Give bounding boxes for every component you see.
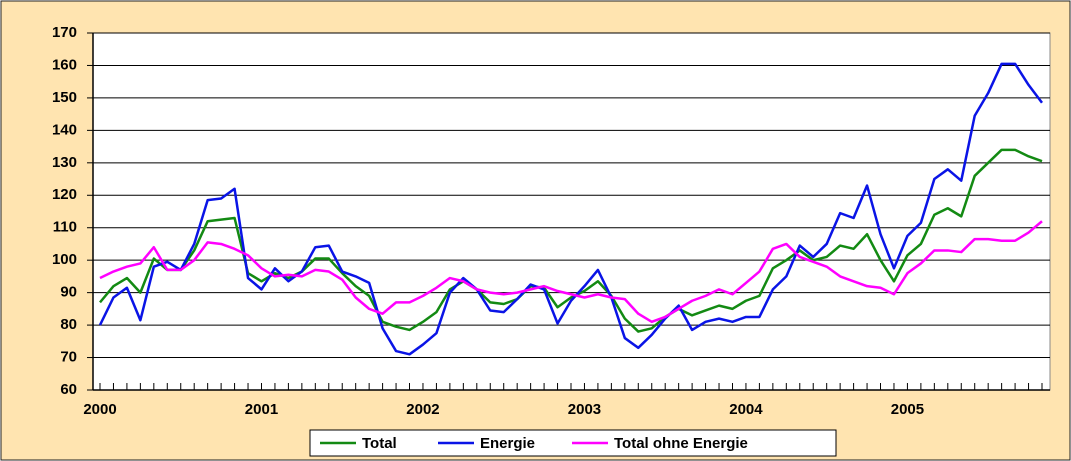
x-tick-label: 2002 xyxy=(406,401,439,418)
x-tick-label: 2004 xyxy=(729,401,763,418)
legend-label: Energie xyxy=(480,435,535,452)
series-line xyxy=(99,220,1043,324)
x-tick-label: 2000 xyxy=(83,401,116,418)
y-tick-label: 110 xyxy=(53,219,77,236)
y-tick-label: 100 xyxy=(52,251,77,268)
y-tick-label: 90 xyxy=(60,284,77,301)
legend-label: Total ohne Energie xyxy=(614,435,748,452)
legend-label: Total xyxy=(362,435,397,452)
y-tick-label: 120 xyxy=(52,186,77,203)
x-tick-label: 2005 xyxy=(891,401,924,418)
x-tick-label: 2001 xyxy=(245,401,278,418)
plot-area xyxy=(92,32,1051,391)
x-tick-label: 2003 xyxy=(568,401,601,418)
series-line xyxy=(99,148,1043,333)
y-tick-label: 60 xyxy=(60,381,77,398)
series-line xyxy=(98,62,1043,356)
y-tick-label: 80 xyxy=(60,316,77,333)
y-tick-label: 160 xyxy=(52,56,77,73)
y-tick-label: 150 xyxy=(52,89,77,106)
y-tick-label: 130 xyxy=(52,154,77,171)
y-tick-label: 140 xyxy=(52,121,77,138)
y-tick-label: 170 xyxy=(52,24,77,41)
y-tick-label: 70 xyxy=(60,349,77,366)
